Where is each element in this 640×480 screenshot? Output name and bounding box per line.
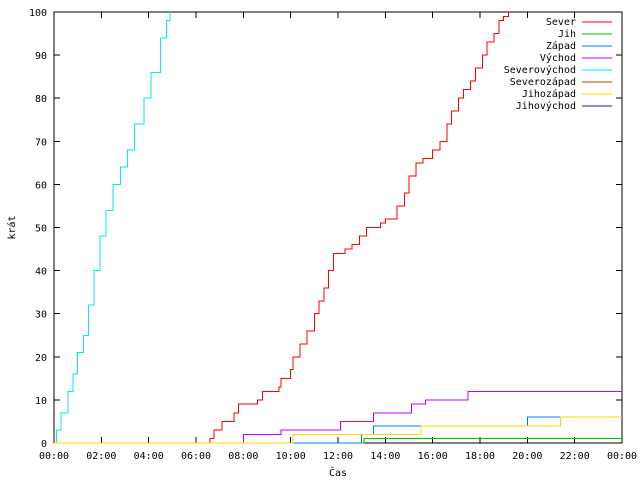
x-tick-label: 12:00 xyxy=(323,451,353,462)
legend-label: Východ xyxy=(540,52,576,64)
x-tick-label: 06:00 xyxy=(181,451,211,462)
legend-label: Jihovýchod xyxy=(516,100,576,112)
x-tick-label: 18:00 xyxy=(465,451,495,462)
x-axis-label: Čas xyxy=(329,466,347,479)
y-tick-label: 80 xyxy=(35,94,47,105)
y-tick-label: 30 xyxy=(35,310,47,321)
legend-label: Severovýchod xyxy=(504,64,576,76)
x-tick-label: 08:00 xyxy=(228,451,258,462)
y-tick-label: 70 xyxy=(35,137,47,148)
y-tick-label: 10 xyxy=(35,396,47,407)
legend-label: Jihozápad xyxy=(522,88,576,100)
x-tick-label: 16:00 xyxy=(418,451,448,462)
y-tick-label: 40 xyxy=(35,267,47,278)
y-tick-label: 100 xyxy=(29,8,47,19)
y-tick-label: 0 xyxy=(41,439,47,450)
y-tick-label: 60 xyxy=(35,180,47,191)
y-tick-label: 90 xyxy=(35,51,47,62)
x-tick-label: 22:00 xyxy=(560,451,590,462)
x-tick-label: 20:00 xyxy=(512,451,542,462)
legend-label: Jih xyxy=(558,29,576,40)
series-line-7 xyxy=(54,416,622,444)
x-tick-label: 04:00 xyxy=(134,451,164,462)
series-line-3 xyxy=(54,416,622,444)
x-tick-label: 10:00 xyxy=(276,451,306,462)
x-tick-label: 00:00 xyxy=(607,451,637,462)
legend-label: Severozápad xyxy=(510,76,576,88)
series-line-5 xyxy=(54,12,171,444)
x-tick-label: 00:00 xyxy=(39,451,69,462)
y-tick-label: 50 xyxy=(35,224,47,235)
x-tick-label: 02:00 xyxy=(86,451,116,462)
y-axis-label: krát xyxy=(6,215,18,239)
series-line-1 xyxy=(54,12,509,444)
legend-label: Sever xyxy=(546,17,576,28)
series-line-4 xyxy=(54,390,622,444)
y-tick-label: 20 xyxy=(35,353,47,364)
x-tick-label: 14:00 xyxy=(370,451,400,462)
legend-label: Západ xyxy=(546,40,576,52)
